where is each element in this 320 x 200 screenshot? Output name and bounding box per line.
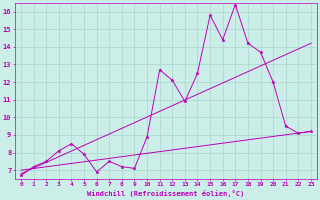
X-axis label: Windchill (Refroidissement éolien,°C): Windchill (Refroidissement éolien,°C) bbox=[87, 190, 244, 197]
